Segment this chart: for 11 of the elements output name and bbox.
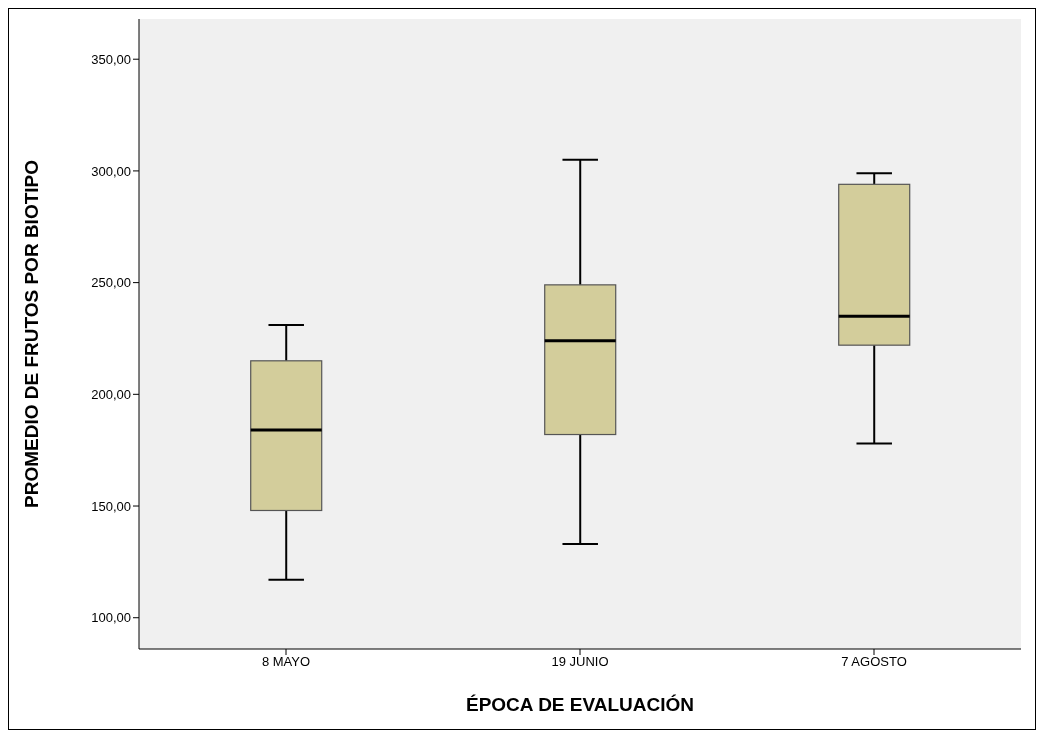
y-tick-label: 200,00 [91, 386, 131, 402]
y-tick-label: 250,00 [91, 275, 131, 291]
y-tick-label: 300,00 [91, 163, 131, 179]
x-tick-label: 7 AGOSTO [841, 654, 907, 670]
y-tick-label: 350,00 [91, 51, 131, 67]
x-tick-label: 8 MAYO [261, 654, 311, 670]
y-tick-label: 150,00 [91, 498, 131, 514]
x-tick-label: 19 JUNIO [551, 654, 609, 670]
y-tick-label: 100,00 [91, 610, 131, 626]
x-axis-title: ÉPOCA DE EVALUACIÓN [465, 694, 695, 715]
y-axis-title: PROMEDIO DE FRUTOS POR BIOTIPO [20, 159, 42, 509]
